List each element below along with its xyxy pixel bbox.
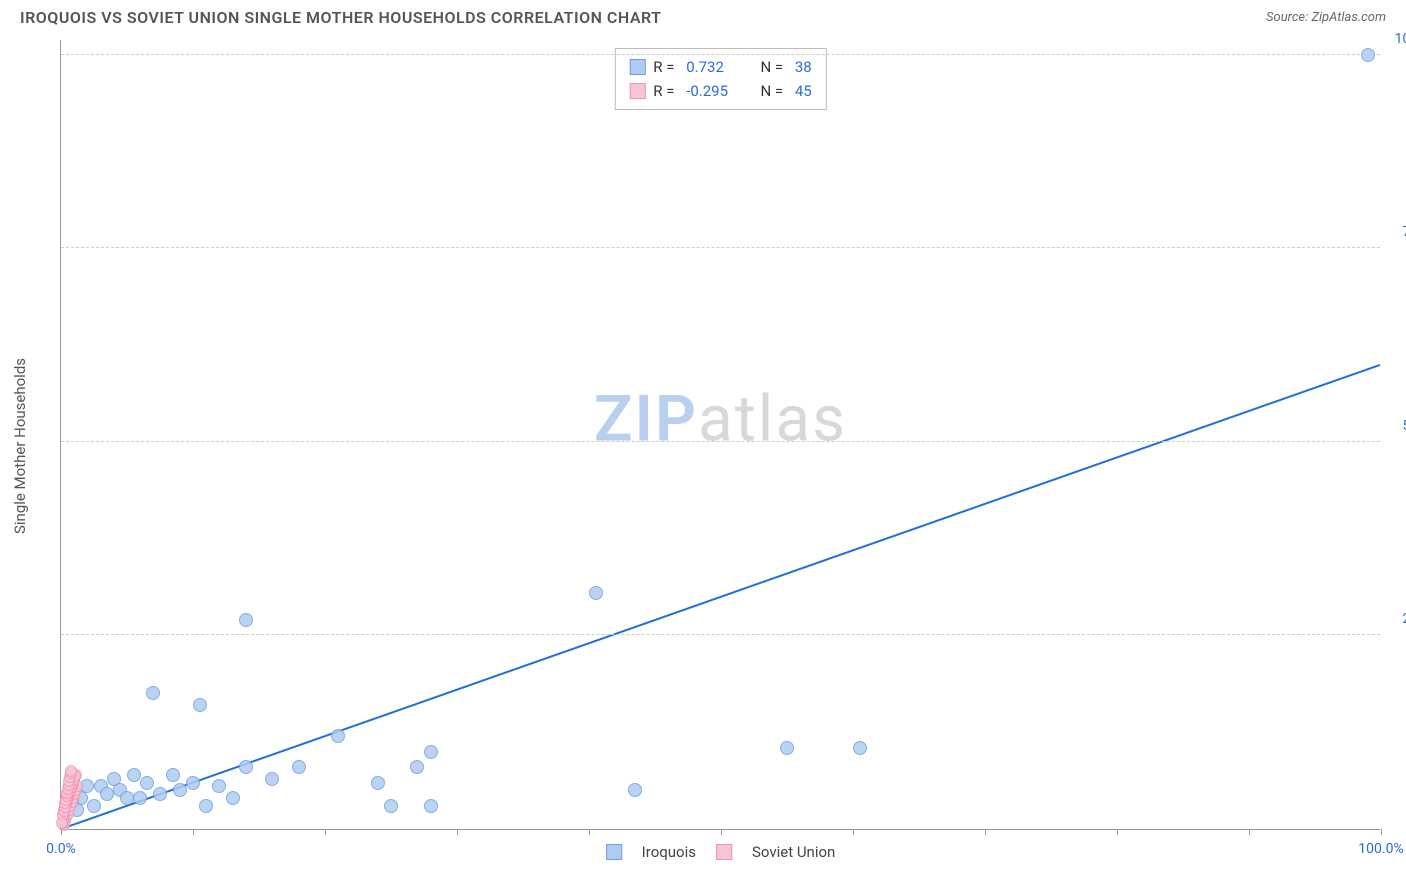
data-point: [331, 729, 345, 743]
x-tick: [721, 829, 722, 835]
legend-swatch-icon: [606, 844, 622, 860]
data-point: [56, 817, 68, 829]
data-point: [424, 799, 438, 813]
gridline: [61, 441, 1380, 442]
legend-label: Iroquois: [642, 843, 696, 861]
data-point: [120, 791, 134, 805]
data-point: [410, 760, 424, 774]
y-axis-label: Single Mother Households: [11, 358, 29, 534]
watermark-zip: ZIP: [594, 381, 698, 456]
data-point: [193, 698, 207, 712]
r-value: -0.295: [682, 79, 752, 103]
chart-header: IROQUOIS VS SOVIET UNION SINGLE MOTHER H…: [0, 0, 1406, 31]
data-point: [292, 760, 306, 774]
series-swatch-icon: [629, 83, 645, 99]
data-point: [212, 779, 226, 793]
gridline: [61, 54, 1380, 55]
y-tick-label: 25.0%: [1385, 611, 1406, 627]
x-tick-label: 0.0%: [46, 841, 76, 857]
x-tick: [325, 829, 326, 835]
data-point: [371, 776, 385, 790]
data-point: [173, 783, 187, 797]
x-tick: [1249, 829, 1250, 835]
x-tick: [985, 829, 986, 835]
scatter-chart: ZIPatlas R = 0.732 N = 38 R = -0.295 N = 45…: [60, 40, 1380, 830]
stats-row: R = -0.295 N = 45: [629, 79, 811, 103]
legend-swatch-icon: [716, 844, 732, 860]
y-tick-label: 75.0%: [1385, 224, 1406, 240]
data-point: [199, 799, 213, 813]
data-point: [100, 787, 114, 801]
y-tick-label: 50.0%: [1385, 418, 1406, 434]
y-tick-label: 100.0%: [1385, 31, 1406, 47]
trend-line: [61, 40, 1380, 829]
data-point: [127, 768, 141, 782]
data-point: [424, 745, 438, 759]
data-point: [87, 799, 101, 813]
source-prefix: Source:: [1266, 10, 1311, 25]
data-point: [65, 765, 77, 777]
x-tick: [193, 829, 194, 835]
source-attribution: Source: ZipAtlas.com: [1266, 10, 1386, 25]
x-tick-label: 100.0%: [1358, 841, 1403, 857]
series-legend: Iroquois Soviet Union: [606, 843, 836, 861]
watermark-atlas: atlas: [698, 381, 847, 456]
x-tick: [1117, 829, 1118, 835]
data-point: [146, 686, 160, 700]
watermark: ZIPatlas: [594, 381, 847, 456]
r-value: 0.732: [682, 55, 752, 79]
data-point: [239, 613, 253, 627]
data-point: [226, 791, 240, 805]
n-value: 45: [791, 79, 812, 103]
r-label: R =: [653, 55, 674, 79]
r-label: R =: [653, 79, 674, 103]
n-label: N =: [760, 55, 783, 79]
correlation-stats-box: R = 0.732 N = 38 R = -0.295 N = 45: [614, 48, 826, 110]
x-tick: [853, 829, 854, 835]
data-point: [153, 787, 167, 801]
data-point: [186, 776, 200, 790]
n-label: N =: [760, 79, 783, 103]
data-point: [1361, 48, 1375, 62]
gridline: [61, 247, 1380, 248]
data-point: [853, 741, 867, 755]
data-point: [133, 791, 147, 805]
data-point: [628, 783, 642, 797]
chart-title: IROQUOIS VS SOVIET UNION SINGLE MOTHER H…: [20, 8, 662, 27]
legend-label: Soviet Union: [752, 843, 835, 861]
source-name: ZipAtlas.com: [1311, 10, 1386, 25]
stats-row: R = 0.732 N = 38: [629, 55, 811, 79]
gridline: [61, 634, 1380, 635]
data-point: [780, 741, 794, 755]
data-point: [166, 768, 180, 782]
x-tick: [589, 829, 590, 835]
data-point: [589, 586, 603, 600]
x-tick: [457, 829, 458, 835]
data-point: [239, 760, 253, 774]
data-point: [384, 799, 398, 813]
data-point: [265, 772, 279, 786]
data-point: [140, 776, 154, 790]
x-tick: [1381, 829, 1382, 835]
series-swatch-icon: [629, 59, 645, 75]
n-value: 38: [791, 55, 812, 79]
